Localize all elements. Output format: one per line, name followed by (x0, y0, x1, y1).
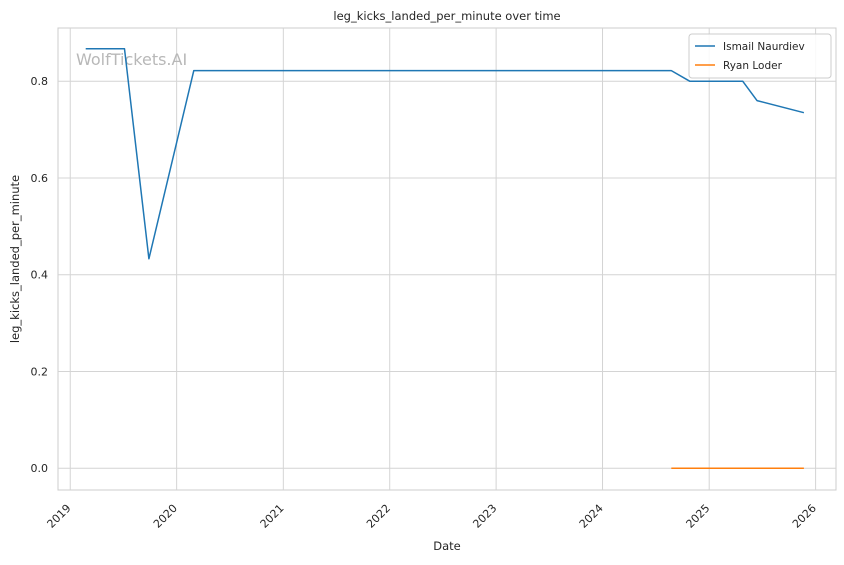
y-tick-label: 0.6 (31, 172, 49, 185)
x-tick-label: 2026 (790, 502, 819, 531)
x-tick-label: 2020 (151, 502, 180, 531)
legend-label: Ryan Loder (723, 60, 783, 72)
plot-area (57, 27, 837, 491)
x-tick-label: 2019 (45, 502, 74, 531)
legend: Ismail Naurdiev Ryan Loder (688, 33, 832, 79)
chart-title: leg_kicks_landed_per_minute over time (333, 9, 560, 23)
x-tick-label: 2025 (684, 502, 713, 531)
y-tick-label: 0.8 (31, 75, 49, 88)
x-tick-label: 2021 (258, 502, 287, 531)
y-tick-label: 0.2 (31, 365, 49, 378)
x-tick-label: 2024 (577, 502, 606, 531)
x-tick-label: 2022 (364, 502, 393, 531)
legend-label: Ismail Naurdiev (723, 41, 805, 53)
series-lines (85, 48, 805, 469)
legend-box (688, 33, 832, 79)
x-axis-ticks: 2019 2020 2021 2022 2023 2024 2025 2026 (45, 502, 819, 531)
y-tick-label: 0.4 (31, 269, 49, 282)
y-axis-ticks: 0.0 0.2 0.4 0.6 0.8 (31, 75, 49, 475)
y-tick-label: 0.0 (31, 462, 49, 475)
watermark: WolfTickets.AI (76, 50, 187, 69)
y-axis-label: leg_kicks_landed_per_minute (8, 175, 22, 343)
series-line (85, 48, 805, 260)
x-axis-label: Date (433, 539, 461, 553)
x-tick-label: 2023 (470, 502, 499, 531)
